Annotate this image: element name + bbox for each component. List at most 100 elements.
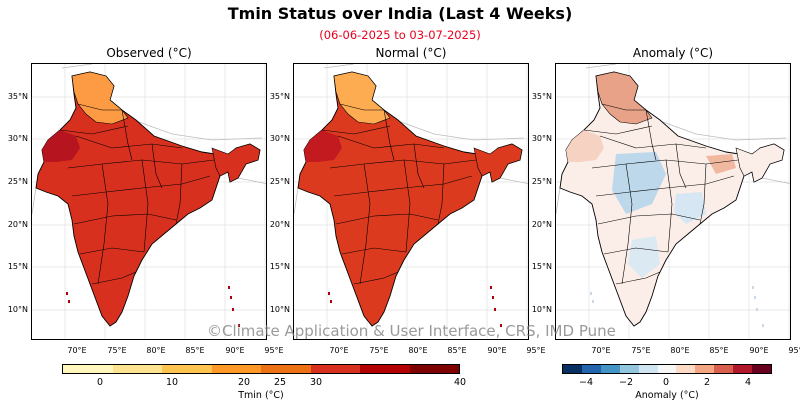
longitude-label: 75°E: [369, 346, 389, 355]
latitude-label: 25°N: [7, 177, 28, 186]
colorbar-tmin-tick: 25: [273, 377, 287, 388]
state-border: [77, 103, 122, 111]
colorbar-anomaly-tick: 4: [744, 377, 752, 388]
state-border: [413, 143, 425, 189]
map-anomaly: [556, 64, 790, 339]
latitude-label: 15°N: [531, 262, 552, 271]
state-border: [601, 103, 646, 111]
india-region: [559, 71, 785, 327]
state-border: [353, 271, 399, 285]
state-border: [59, 125, 129, 135]
colorbar-segment: [261, 365, 311, 373]
island: [238, 324, 240, 327]
longitude-label: 80°E: [146, 346, 166, 355]
colorbar-tmin-tick: 30: [309, 377, 323, 388]
map-panel-normal: [293, 63, 529, 340]
longitude-label: 90°E: [749, 346, 769, 355]
state-border: [333, 175, 473, 197]
anomaly-patch: [612, 152, 666, 214]
state-border: [97, 163, 109, 285]
longitude-label: 75°E: [631, 346, 651, 355]
northwest-region: [566, 130, 604, 162]
island: [592, 300, 594, 303]
neighbour-border: [294, 64, 528, 215]
colorbar-segment: [310, 365, 360, 373]
colorbar-segment: [409, 365, 459, 373]
state-border: [645, 109, 657, 161]
latitude-label: 35°N: [531, 92, 552, 101]
colorbar-anomaly: [562, 364, 772, 374]
colorbar-segment: [211, 365, 261, 373]
india-region: [297, 71, 523, 327]
colorbar-segment: [600, 365, 620, 373]
longitude-label: 80°E: [670, 346, 690, 355]
state-border: [599, 135, 707, 149]
latitude-label: 20°N: [7, 220, 28, 229]
state-border: [71, 175, 211, 197]
panel-title-anomaly: Anomaly (°C): [632, 46, 714, 60]
colorbar-segment: [112, 365, 162, 373]
state-border: [603, 247, 669, 255]
island: [752, 286, 754, 289]
colorbar-segment: [63, 365, 113, 373]
panel-title-observed: Observed (°C): [106, 46, 192, 60]
state-border: [91, 271, 137, 285]
chart-subtitle: (06-06-2025 to 03-07-2025): [319, 28, 481, 42]
panel-title-normal: Normal (°C): [375, 46, 447, 60]
state-border: [699, 163, 707, 225]
state-border: [383, 109, 395, 161]
colorbar-segment: [733, 365, 753, 373]
island: [228, 286, 230, 289]
colorbar-tmin-tick: 20: [237, 377, 251, 388]
state-border: [121, 109, 133, 161]
state-border: [621, 163, 633, 285]
colorbar-segment: [563, 365, 582, 373]
colorbar-segment: [714, 365, 734, 373]
colorbar-tmin-tick: 40: [453, 377, 467, 388]
latitude-label: 20°N: [269, 220, 290, 229]
state-border: [675, 143, 687, 189]
longitude-label: 85°E: [447, 346, 467, 355]
chart-title: Tmin Status over India (Last 4 Weeks): [227, 4, 573, 23]
anomaly-patch: [706, 154, 736, 174]
state-border: [321, 125, 391, 135]
latitude-label: 35°N: [7, 92, 28, 101]
colorbar-anomaly-tick: −4: [578, 377, 593, 388]
state-border: [359, 163, 371, 285]
northeast-region: [211, 143, 261, 183]
island: [490, 286, 492, 289]
colorbar-segment: [619, 365, 639, 373]
island: [590, 292, 592, 295]
colorbar-anomaly-tick: −2: [618, 377, 633, 388]
latitude-label: 15°N: [7, 262, 28, 271]
island: [494, 308, 496, 311]
colorbar-segment: [695, 365, 715, 373]
latitude-label: 30°N: [531, 134, 552, 143]
longitude-label: 85°E: [185, 346, 205, 355]
latitude-label: 25°N: [531, 177, 552, 186]
longitude-label: 75°E: [107, 346, 127, 355]
island: [328, 292, 330, 295]
map-panel-anomaly: [555, 63, 791, 340]
state-border: [79, 247, 145, 255]
longitude-label: 70°E: [67, 346, 87, 355]
map-panel-observed: [31, 63, 267, 340]
state-border: [175, 163, 183, 225]
anomaly-patch: [628, 236, 660, 278]
longitude-label: 70°E: [329, 346, 349, 355]
colorbar-anomaly-tick: 0: [662, 377, 670, 388]
state-border: [75, 135, 183, 149]
colorbar-segment: [162, 365, 212, 373]
latitude-label: 25°N: [269, 177, 290, 186]
colorbar-segment: [581, 365, 601, 373]
longitude-label: 95°E: [526, 346, 546, 355]
colorbar-segment: [676, 365, 696, 373]
map-normal: [294, 64, 528, 339]
neighbour-border: [556, 64, 790, 215]
watermark: ©Climate Application & User Interface, C…: [207, 322, 616, 340]
colorbar-segment: [360, 365, 410, 373]
latitude-label: 35°N: [269, 92, 290, 101]
longitude-label: 95°E: [788, 346, 800, 355]
northeast-region: [473, 143, 523, 183]
latitude-label: 30°N: [269, 134, 290, 143]
